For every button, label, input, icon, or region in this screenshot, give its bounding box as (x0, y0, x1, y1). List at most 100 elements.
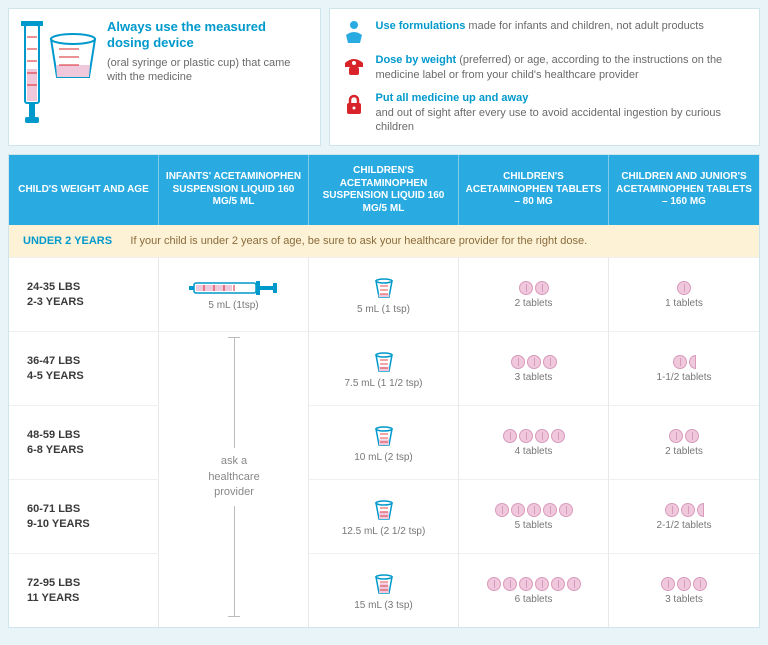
tablet-icon (527, 503, 541, 517)
dose-label: 5 tablets (515, 520, 553, 531)
dose-label: 6 tablets (515, 594, 553, 605)
cell-infants-liquid (159, 331, 309, 405)
tablet-icon (487, 577, 501, 591)
tablet-group (673, 355, 696, 369)
dosing-device-title: Always use the measured dosing device (107, 19, 310, 52)
scale-icon (340, 53, 368, 79)
tip-formulations: Use formulations made for infants and ch… (340, 19, 749, 45)
tablet-icon (511, 355, 525, 369)
cell-weight-age: 60-71 LBS 9-10 YEARS (9, 479, 159, 553)
th-tablets-160: CHILDREN AND JUNIOR'S ACETAMINOPHEN TABL… (609, 155, 759, 225)
age-label: 9-10 YEARS (27, 518, 90, 530)
tablet-icon (669, 429, 683, 443)
dose-label: 3 tablets (515, 372, 553, 383)
tablet-group (503, 429, 565, 443)
tablet-icon (681, 503, 695, 517)
tablet-group (487, 577, 581, 591)
tablet-icon (535, 281, 549, 295)
tip-lock: Put all medicine up and awayand out of s… (340, 91, 749, 136)
table-row: 48-59 LBS6-8 YEARS 10 mL (2 tsp)4 tablet… (9, 405, 759, 479)
tablet-group (677, 281, 691, 295)
cell-infants-liquid (159, 553, 309, 627)
age-label: 11 YEARS (27, 592, 79, 604)
tablet-group (519, 281, 549, 295)
tablet-icon (543, 503, 557, 517)
table-body: 24-35 LBS 2-3 YEARS 5 mL (1tsp) 5 mL (1 t… (9, 257, 759, 627)
dose-label: 1 tablets (665, 298, 703, 309)
lock-icon (340, 91, 368, 117)
tablet-icon (551, 577, 565, 591)
tip-weight-text: Dose by weight (preferred) or age, accor… (376, 53, 749, 83)
dose-label: 4 tablets (515, 446, 553, 457)
baby-icon (340, 19, 368, 45)
th-tablets-80: CHILDREN'S ACETAMINOPHEN TABLETS – 80 MG (459, 155, 609, 225)
dose-label: 2 tablets (665, 446, 703, 457)
weight-label: 60-71 LBS (27, 503, 80, 515)
dose-label: 2 tablets (515, 298, 553, 309)
cell-tablets-160: 2 tablets (609, 405, 759, 479)
dose-label: 2-1/2 tablets (656, 520, 711, 531)
table-row: 60-71 LBS 9-10 YEARS 12.5 mL (2 1/2 tsp) 5… (9, 479, 759, 553)
th-childrens-liquid: CHILDREN'S ACETAMINOPHEN SUSPENSION LIQU… (309, 155, 459, 225)
age-label: 2-3 YEARS (27, 296, 84, 308)
tip-lock-text: Put all medicine up and awayand out of s… (376, 91, 749, 136)
tablet-group (661, 577, 707, 591)
tablet-icon (665, 503, 679, 517)
tablet-group (669, 429, 699, 443)
tips-box: Use formulations made for infants and ch… (329, 8, 760, 146)
tablet-icon (677, 281, 691, 295)
cell-childrens-liquid: 15 mL (3 tsp) (309, 553, 459, 627)
cell-infants-liquid (159, 479, 309, 553)
table-row: 36-47 LBS 4-5 YEARS 7.5 mL (1 1/2 tsp) 3 t… (9, 331, 759, 405)
tablet-icon (503, 429, 517, 443)
cell-childrens-liquid: 10 mL (2 tsp) (309, 405, 459, 479)
tablet-icon (535, 577, 549, 591)
tablet-icon (535, 429, 549, 443)
cell-tablets-160: 1 tablets (609, 257, 759, 331)
tablet-icon (519, 429, 533, 443)
table-header-row: CHILD'S WEIGHT AND AGE INFANTS' ACETAMIN… (9, 155, 759, 225)
dose-label: 7.5 mL (1 1/2 tsp) (345, 378, 423, 389)
top-instructions: Always use the measured dosing device (o… (0, 0, 768, 154)
tablet-group (665, 503, 704, 517)
cell-weight-age: 72-95 LBS 11 YEARS (9, 553, 159, 627)
syringe-cup-illustration (19, 19, 99, 132)
weight-label: 24-35 LBS (27, 281, 80, 293)
tablet-icon (519, 281, 533, 295)
half-tablet-icon (697, 503, 704, 517)
dose-label: 1-1/2 tablets (656, 372, 711, 383)
cell-tablets-160: 3 tablets (609, 553, 759, 627)
th-weight-age: CHILD'S WEIGHT AND AGE (9, 155, 159, 225)
cell-tablets-80: 5 tablets (459, 479, 609, 553)
tablet-icon (527, 355, 541, 369)
dose-label: 5 mL (1tsp) (208, 300, 258, 311)
cell-tablets-80: 3 tablets (459, 331, 609, 405)
dose-label: 12.5 mL (2 1/2 tsp) (342, 526, 426, 537)
dosing-device-box: Always use the measured dosing device (o… (8, 8, 321, 146)
tablet-icon (551, 429, 565, 443)
dose-label: 5 mL (1 tsp) (357, 304, 410, 315)
cell-weight-age: 36-47 LBS 4-5 YEARS (9, 331, 159, 405)
tablet-icon (519, 577, 533, 591)
tip-weight: Dose by weight (preferred) or age, accor… (340, 53, 749, 83)
age-label: 4-5 YEARS (27, 370, 84, 382)
dose-label: 15 mL (3 tsp) (354, 600, 413, 611)
weight-label: 36-47 LBS (27, 355, 80, 367)
tablet-icon (685, 429, 699, 443)
tablet-group (495, 503, 573, 517)
tablet-icon (511, 503, 525, 517)
dose-label: 3 tablets (665, 594, 703, 605)
cell-tablets-160: 1-1/2 tablets (609, 331, 759, 405)
dosing-device-text: Always use the measured dosing device (o… (107, 19, 310, 85)
tip-formulations-text: Use formulations made for infants and ch… (376, 19, 704, 34)
cell-weight-age: 24-35 LBS 2-3 YEARS (9, 257, 159, 331)
cell-tablets-160: 2-1/2 tablets (609, 479, 759, 553)
under-2-label: UNDER 2 YEARS (23, 235, 112, 247)
cell-tablets-80: 4 tablets (459, 405, 609, 479)
age-label: 6-8 YEARS (27, 444, 84, 456)
cell-tablets-80: 6 tablets (459, 553, 609, 627)
weight-label: 72-95 LBS (27, 577, 80, 589)
cell-childrens-liquid: 5 mL (1 tsp) (309, 257, 459, 331)
table-row: 72-95 LBS 11 YEARS 15 mL (3 tsp) 6 tablets… (9, 553, 759, 627)
tablet-icon (677, 577, 691, 591)
